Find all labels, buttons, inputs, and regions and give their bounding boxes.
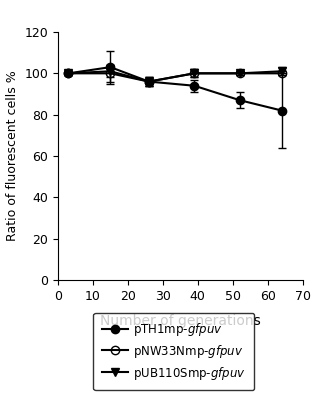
Legend: pTH1mp-$\it{gfpuv}$, pNW33Nmp-$\it{gfpuv}$, pUB110Smp-$\it{gfpuv}$: pTH1mp-$\it{gfpuv}$, pNW33Nmp-$\it{gfpuv… [93, 313, 254, 390]
Y-axis label: Ratio of fluorescent cells %: Ratio of fluorescent cells % [6, 71, 19, 241]
X-axis label: Number of generations: Number of generations [100, 314, 261, 328]
